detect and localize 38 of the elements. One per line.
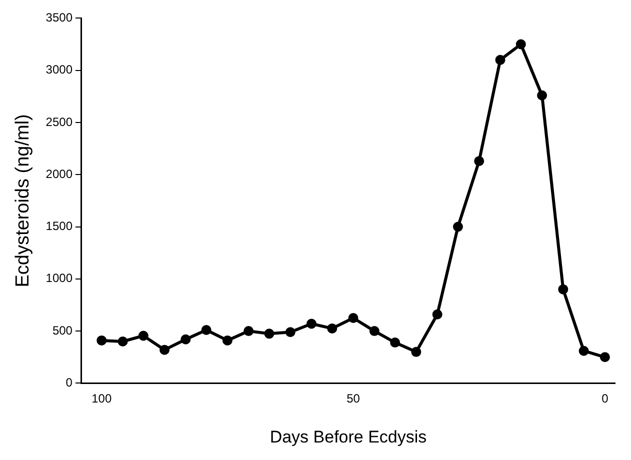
point	[390, 338, 400, 348]
point	[160, 344, 170, 355]
y-tick-label: 500	[52, 323, 73, 338]
x-tick-label: 50	[346, 392, 360, 406]
point	[244, 326, 254, 336]
point	[306, 318, 317, 329]
point	[118, 336, 128, 346]
point	[327, 323, 338, 334]
x-tick-label: 0	[602, 392, 609, 406]
point	[516, 39, 526, 50]
y-tick-label: 1500	[46, 219, 73, 234]
point	[452, 222, 463, 232]
y-tick-label: 1000	[46, 271, 73, 286]
y-tick-label: 0	[66, 376, 73, 390]
point	[432, 309, 442, 320]
point	[138, 330, 148, 341]
point	[474, 156, 484, 166]
point	[348, 313, 358, 324]
y-axis-title: Ecdysteroids (ng/ml)	[12, 114, 34, 288]
y-tick-label: 3500	[46, 10, 73, 25]
point	[578, 346, 589, 356]
point	[222, 335, 232, 346]
x-tick-label: 100	[92, 392, 112, 406]
point	[537, 90, 548, 100]
point	[285, 327, 296, 338]
point	[201, 325, 212, 336]
point	[264, 328, 274, 339]
point	[558, 284, 568, 294]
point	[180, 334, 191, 344]
point	[600, 352, 610, 362]
y-tick-label: 2500	[46, 114, 73, 129]
x-axis-title: Days Before Ecdysis	[270, 427, 427, 446]
point	[411, 346, 422, 357]
point	[495, 54, 506, 65]
y-tick-label: 3000	[46, 62, 73, 77]
y-tick-label: 2000	[46, 166, 73, 181]
point	[96, 335, 107, 346]
point	[369, 326, 380, 336]
